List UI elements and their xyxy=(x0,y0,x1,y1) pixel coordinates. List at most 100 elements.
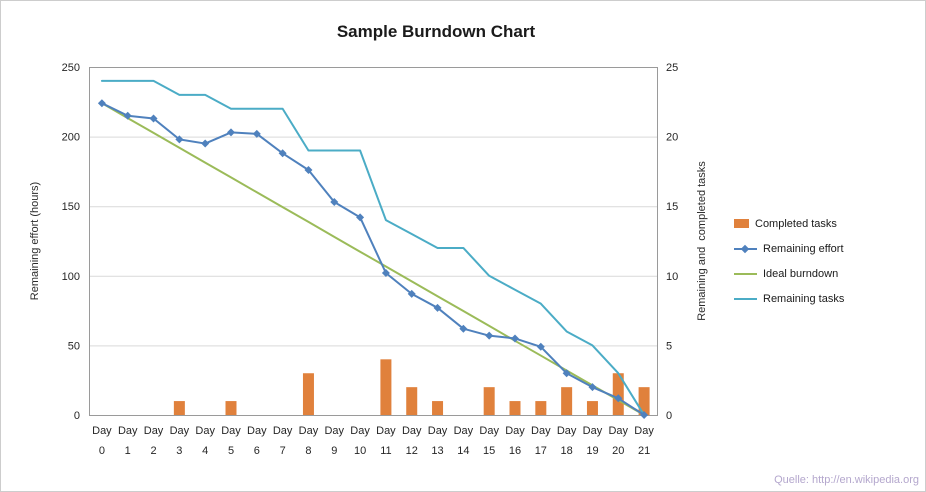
legend-line-swatch-icon xyxy=(734,244,757,253)
y-axis-right-tick: 10 xyxy=(666,271,678,283)
x-axis-label-prefix: Day xyxy=(92,425,112,437)
completed-tasks-bar xyxy=(483,387,495,415)
remaining-tasks-line xyxy=(100,79,646,416)
remaining-effort-marker xyxy=(227,128,235,137)
y-axis-left-tick: 50 xyxy=(68,340,80,352)
x-axis-label-number: 19 xyxy=(586,445,598,457)
ideal-burndown-line xyxy=(100,102,646,416)
completed-tasks-bar xyxy=(561,387,573,415)
x-axis-label-prefix: Day xyxy=(273,425,293,437)
x-axis-label-number: 3 xyxy=(176,445,182,457)
x-axis-label-number: 5 xyxy=(228,445,234,457)
completed-tasks-bar xyxy=(380,359,392,415)
x-axis-label-prefix: Day xyxy=(454,425,474,437)
y-axis-left-tick: 150 xyxy=(62,201,80,213)
remaining-effort-marker xyxy=(459,324,468,333)
x-axis-label-number: 20 xyxy=(612,445,624,457)
legend-item-remaining-tasks: Remaining tasks xyxy=(734,292,844,305)
remaining-effort-marker xyxy=(485,331,494,340)
completed-tasks-bar xyxy=(225,401,237,415)
completed-tasks-bar xyxy=(535,401,547,415)
x-axis-label-number: 6 xyxy=(254,445,260,457)
x-axis-label-prefix: Day xyxy=(350,425,370,437)
x-axis-label-number: 12 xyxy=(406,445,418,457)
y-axis-right-tick: 20 xyxy=(666,132,678,144)
remaining-effort-marker xyxy=(640,411,649,419)
remaining-effort-marker xyxy=(381,269,390,278)
y-axis-right-tick: 25 xyxy=(666,62,678,74)
remaining-effort-marker xyxy=(201,139,210,148)
remaining-effort-marker xyxy=(175,135,184,144)
remaining-effort-marker xyxy=(407,289,416,298)
completed-tasks-bar xyxy=(612,373,624,415)
completed-tasks-bar xyxy=(173,401,185,415)
y-axis-right-tick: 5 xyxy=(666,340,672,352)
remaining-effort-marker xyxy=(562,369,571,378)
x-axis-label-number: 16 xyxy=(509,445,521,457)
remaining-effort-marker xyxy=(588,383,597,392)
x-axis-label-prefix: Day xyxy=(479,425,499,437)
x-axis-label-number: 2 xyxy=(150,445,156,457)
completed-tasks-bar xyxy=(432,401,444,415)
x-axis-label-number: 8 xyxy=(305,445,311,457)
x-axis-label-prefix: Day xyxy=(531,425,551,437)
x-axis-label-number: 11 xyxy=(380,445,391,457)
x-axis-label-number: 15 xyxy=(483,445,495,457)
remaining-effort-marker xyxy=(304,166,313,175)
remaining-effort-line xyxy=(100,102,646,416)
x-axis-label-prefix: Day xyxy=(299,425,319,437)
x-axis-label-prefix: Day xyxy=(583,425,603,437)
y-axis-right-tick: 15 xyxy=(666,201,678,213)
legend: Completed tasks Remaining effort Ideal bur… xyxy=(734,217,844,305)
x-axis-label-number: 17 xyxy=(535,445,547,457)
x-axis-label-number: 18 xyxy=(561,445,573,457)
x-axis-label-number: 7 xyxy=(280,445,286,457)
legend-item-completed-tasks: Completed tasks xyxy=(734,217,844,230)
completed-tasks-bar xyxy=(509,401,521,415)
x-axis-label-prefix: Day xyxy=(221,425,241,437)
x-axis-label-prefix: Day xyxy=(195,425,215,437)
legend-label: Ideal burndown xyxy=(763,267,839,280)
completed-tasks-bar xyxy=(406,387,418,415)
y-axis-left-tick: 250 xyxy=(62,62,80,74)
x-axis-label-number: 1 xyxy=(125,445,131,457)
x-axis-label-number: 4 xyxy=(202,445,208,457)
x-axis-label-prefix: Day xyxy=(376,425,396,437)
x-axis-label-prefix: Day xyxy=(557,425,577,437)
plot-border xyxy=(89,67,658,416)
x-axis-label-prefix: Day xyxy=(324,425,344,437)
remaining-effort-marker xyxy=(97,99,106,108)
completed-tasks-bar xyxy=(302,373,314,415)
x-axis-label-prefix: Day xyxy=(247,425,267,437)
x-axis-label-prefix: Day xyxy=(144,425,164,437)
remaining-effort-marker xyxy=(149,114,158,123)
remaining-effort-marker xyxy=(511,334,519,343)
legend-bar-swatch-icon xyxy=(734,219,749,228)
x-axis-label-prefix: Day xyxy=(505,425,525,437)
y-axis-left-tick: 200 xyxy=(62,132,80,144)
legend-label: Remaining tasks xyxy=(763,292,845,305)
legend-item-remaining-effort: Remaining effort xyxy=(734,242,844,255)
x-axis-label-prefix: Day xyxy=(118,425,138,437)
source-credit: Quelle: http://en.wikipedia.org xyxy=(774,474,919,486)
legend-label: Remaining effort xyxy=(763,242,844,255)
remaining-effort-marker xyxy=(252,129,261,138)
x-axis-label-prefix: Day xyxy=(608,425,628,437)
x-axis-label-prefix: Day xyxy=(170,425,190,437)
x-axis-label-prefix: Day xyxy=(634,425,654,437)
x-axis-label-number: 14 xyxy=(457,445,469,457)
legend-diamond-marker-icon xyxy=(740,244,750,253)
x-axis-label-prefix: Day xyxy=(428,425,448,437)
x-axis-label-number: 21 xyxy=(638,445,650,457)
legend-line-swatch-icon xyxy=(734,297,757,300)
y-axis-right-tick: 0 xyxy=(666,410,672,422)
x-axis-label-number: 0 xyxy=(99,445,105,457)
remaining-effort-marker xyxy=(614,394,623,403)
legend-line-swatch-icon xyxy=(734,272,757,275)
x-axis-label-number: 9 xyxy=(331,445,337,457)
remaining-effort-marker xyxy=(330,198,339,207)
remaining-effort-marker xyxy=(536,342,545,351)
completed-tasks-bar xyxy=(586,401,598,415)
